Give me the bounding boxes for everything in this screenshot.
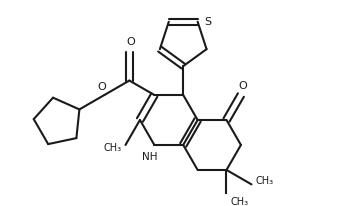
Text: O: O [126, 37, 135, 47]
Text: NH: NH [142, 152, 158, 162]
Text: S: S [204, 17, 211, 27]
Text: CH₃: CH₃ [103, 143, 121, 153]
Text: CH₃: CH₃ [256, 177, 274, 186]
Text: O: O [238, 81, 247, 91]
Text: CH₃: CH₃ [231, 197, 249, 206]
Text: O: O [98, 82, 106, 92]
